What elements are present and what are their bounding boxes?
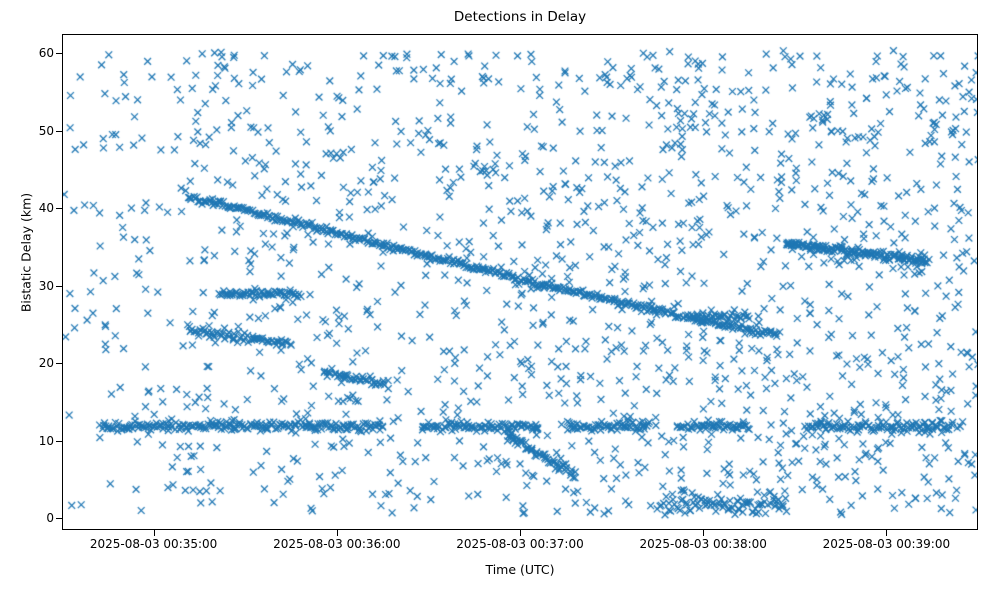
y-tick-label: 50 — [38, 123, 54, 138]
x-tick-label: 2025-08-03 00:36:00 — [273, 537, 401, 551]
scatter-plot-canvas — [63, 35, 977, 529]
x-tick-label: 2025-08-03 00:38:00 — [639, 537, 767, 551]
y-tick-label: 30 — [38, 278, 54, 293]
y-tick-mark — [55, 130, 62, 132]
y-axis-tick-labels: 0 10 20 30 40 50 60 — [0, 0, 54, 590]
y-tick-label: 0 — [46, 511, 54, 526]
y-axis-label: Bistatic Delay (km) — [18, 192, 34, 313]
x-tick-mark — [703, 529, 705, 536]
plot-area — [62, 34, 978, 530]
x-tick-label: 2025-08-03 00:37:00 — [456, 537, 584, 551]
y-tick-mark — [55, 518, 62, 520]
y-tick-label: 40 — [38, 201, 54, 216]
x-tick-mark — [336, 529, 338, 536]
y-tick-mark — [55, 363, 62, 365]
x-tick-label: 2025-08-03 00:35:00 — [89, 537, 218, 551]
x-tick-mark — [886, 529, 888, 536]
y-tick-label: 20 — [38, 356, 54, 371]
page-title: Detections in Delay — [453, 9, 587, 25]
x-axis-label: Time (UTC) — [485, 562, 555, 577]
y-tick-mark — [55, 208, 62, 210]
y-tick-label: 60 — [38, 46, 54, 61]
y-tick-mark — [55, 440, 62, 442]
x-tick-mark — [520, 529, 522, 536]
x-tick-label: 2025-08-03 00:39:00 — [822, 537, 951, 551]
y-tick-label: 10 — [38, 433, 54, 448]
y-tick-mark — [55, 53, 62, 55]
y-tick-mark — [55, 285, 62, 287]
x-tick-mark — [153, 529, 155, 536]
